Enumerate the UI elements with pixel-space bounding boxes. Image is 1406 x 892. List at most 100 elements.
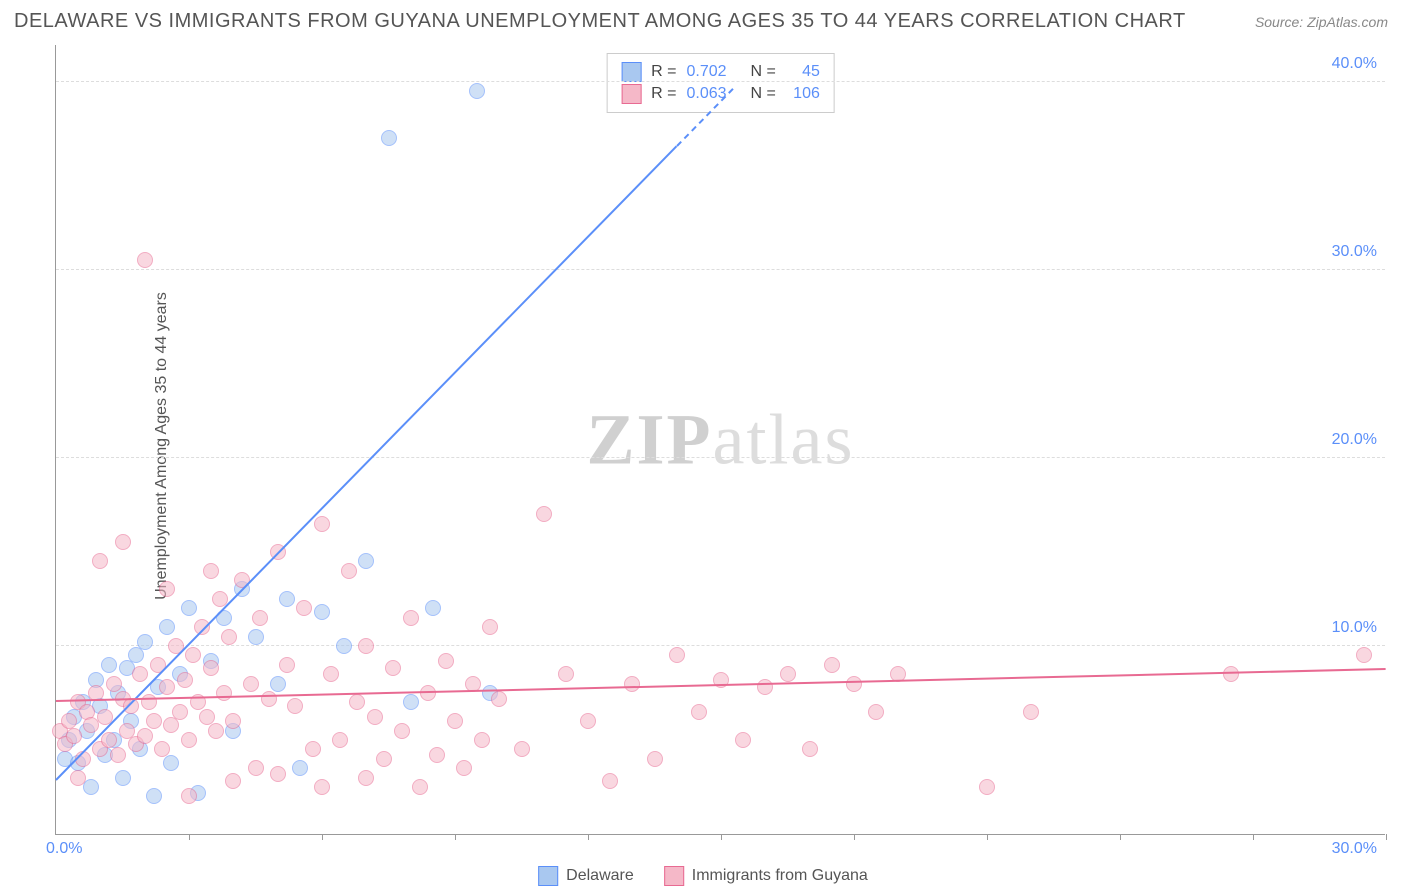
x-axis-end-label: 30.0% <box>1332 840 1377 858</box>
data-point <box>137 728 153 744</box>
data-point <box>403 694 419 710</box>
data-point <box>115 534 131 550</box>
data-point <box>221 629 237 645</box>
data-point <box>305 741 321 757</box>
data-point <box>491 691 507 707</box>
data-point <box>624 676 640 692</box>
data-point <box>1356 647 1372 663</box>
data-point <box>66 728 82 744</box>
data-point <box>558 666 574 682</box>
gridline <box>56 269 1385 270</box>
x-axis-origin-label: 0.0% <box>46 840 82 858</box>
data-point <box>216 685 232 701</box>
watermark-light: atlas <box>713 399 855 479</box>
y-tick-label: 10.0% <box>1332 619 1377 637</box>
legend-item: Immigrants from Guyana <box>664 866 868 886</box>
data-point <box>358 553 374 569</box>
data-point <box>146 788 162 804</box>
data-point <box>429 747 445 763</box>
data-point <box>394 723 410 739</box>
data-point <box>101 657 117 673</box>
legend-label: Immigrants from Guyana <box>692 867 868 885</box>
legend-swatch <box>621 62 641 82</box>
data-point <box>203 660 219 676</box>
data-point <box>358 638 374 654</box>
data-point <box>336 638 352 654</box>
data-point <box>252 610 268 626</box>
legend-swatch <box>664 866 684 886</box>
data-point <box>270 676 286 692</box>
data-point <box>137 634 153 650</box>
gridline <box>56 81 1385 82</box>
data-point <box>514 741 530 757</box>
data-point <box>154 741 170 757</box>
data-point <box>376 751 392 767</box>
data-point <box>279 657 295 673</box>
x-tick <box>322 834 323 840</box>
data-point <box>181 600 197 616</box>
data-point <box>456 760 472 776</box>
data-point <box>669 647 685 663</box>
data-point <box>137 252 153 268</box>
data-point <box>92 553 108 569</box>
r-value: 0.702 <box>686 63 726 81</box>
data-point <box>296 600 312 616</box>
data-point <box>185 647 201 663</box>
data-point <box>1023 704 1039 720</box>
data-point <box>403 610 419 626</box>
data-point <box>438 653 454 669</box>
data-point <box>1223 666 1239 682</box>
data-point <box>225 773 241 789</box>
gridline <box>56 645 1385 646</box>
y-tick-label: 30.0% <box>1332 243 1377 261</box>
x-tick <box>987 834 988 840</box>
data-point <box>159 581 175 597</box>
data-point <box>70 770 86 786</box>
r-label: R = <box>651 63 676 81</box>
data-point <box>172 704 188 720</box>
data-point <box>203 563 219 579</box>
data-point <box>425 600 441 616</box>
data-point <box>101 732 117 748</box>
data-point <box>358 770 374 786</box>
data-point <box>323 666 339 682</box>
series-legend: DelawareImmigrants from Guyana <box>538 866 868 886</box>
x-tick <box>1120 834 1121 840</box>
data-point <box>163 755 179 771</box>
data-point <box>846 676 862 692</box>
data-point <box>132 666 148 682</box>
chart-title: DELAWARE VS IMMIGRANTS FROM GUYANA UNEMP… <box>14 10 1186 33</box>
data-point <box>979 779 995 795</box>
n-value: 106 <box>786 85 820 103</box>
data-point <box>181 732 197 748</box>
data-point <box>349 694 365 710</box>
data-point <box>159 619 175 635</box>
data-point <box>248 629 264 645</box>
legend-swatch <box>621 84 641 104</box>
data-point <box>177 672 193 688</box>
scatter-plot-area: ZIPatlas R =0.702N =45R =0.063N =106 0.0… <box>55 45 1385 835</box>
x-tick <box>588 834 589 840</box>
data-point <box>602 773 618 789</box>
data-point <box>868 704 884 720</box>
data-point <box>412 779 428 795</box>
data-point <box>287 698 303 714</box>
correlation-legend: R =0.702N =45R =0.063N =106 <box>606 53 835 113</box>
data-point <box>474 732 490 748</box>
r-label: R = <box>651 85 676 103</box>
source-attribution: Source: ZipAtlas.com <box>1255 14 1388 30</box>
y-tick-label: 40.0% <box>1332 55 1377 73</box>
data-point <box>181 788 197 804</box>
legend-row: R =0.702N =45 <box>621 62 820 82</box>
data-point <box>332 732 348 748</box>
data-point <box>580 713 596 729</box>
data-point <box>447 713 463 729</box>
data-point <box>208 723 224 739</box>
data-point <box>469 83 485 99</box>
data-point <box>735 732 751 748</box>
data-point <box>115 770 131 786</box>
data-point <box>106 676 122 692</box>
y-tick-label: 20.0% <box>1332 431 1377 449</box>
n-label: N = <box>751 63 776 81</box>
x-tick <box>721 834 722 840</box>
